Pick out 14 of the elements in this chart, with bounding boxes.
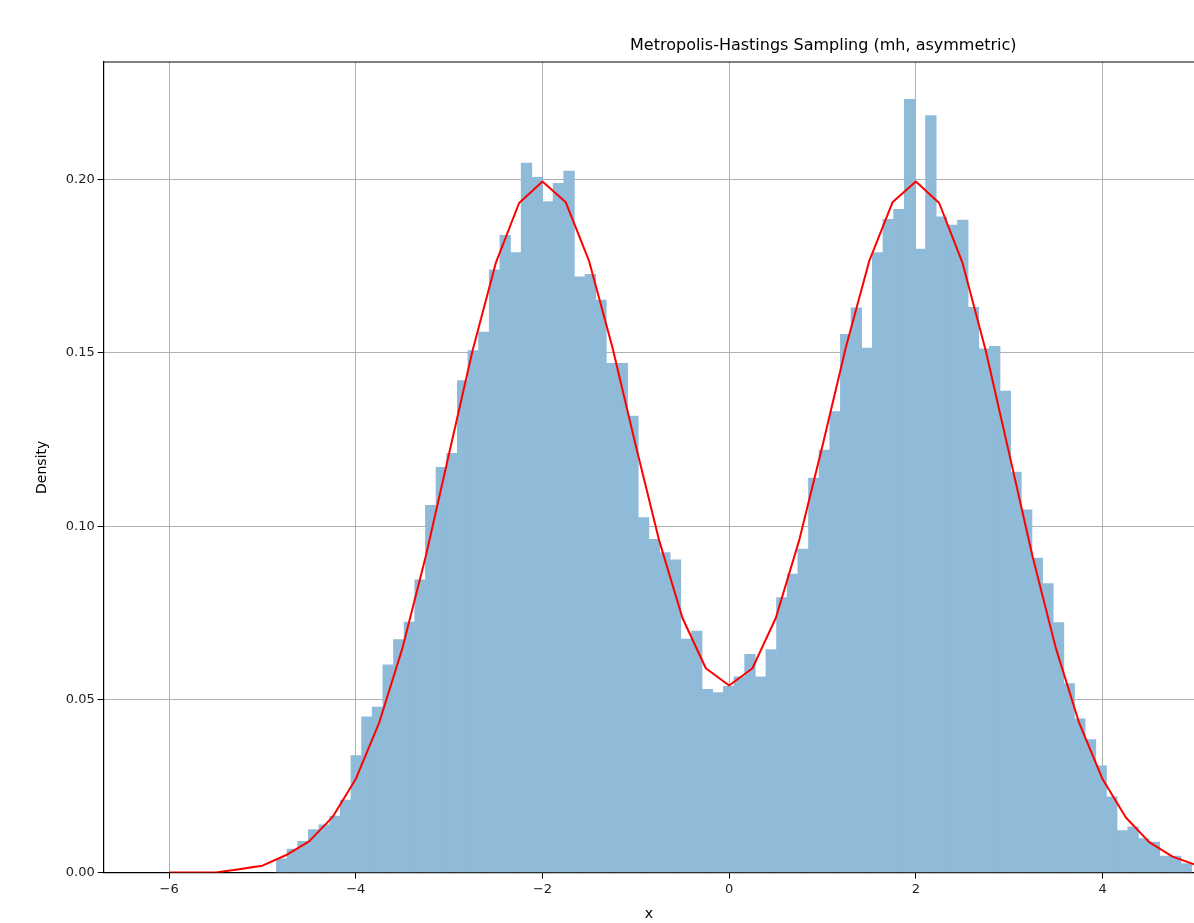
- x-tick-label: −6: [159, 880, 179, 896]
- x-tick-label: −4: [346, 880, 366, 896]
- y-tick-label: 0.10: [65, 517, 95, 533]
- x-tick-label: 4: [1098, 880, 1107, 896]
- x-tick-label: 0: [725, 880, 734, 896]
- x-tick-label: 2: [911, 880, 920, 896]
- x-tick-label: −2: [532, 880, 553, 896]
- y-tick-label: 0.15: [65, 344, 95, 360]
- x-axis-title: x: [644, 905, 654, 922]
- y-axis-title: Density: [33, 440, 50, 494]
- chart-title: Metropolis-Hastings Sampling (mh, asymmetric): [630, 35, 1017, 55]
- y-tick-label: 0.05: [65, 690, 95, 706]
- y-tick-label: 0.20: [65, 171, 95, 187]
- y-tick-label: 0.00: [65, 863, 95, 879]
